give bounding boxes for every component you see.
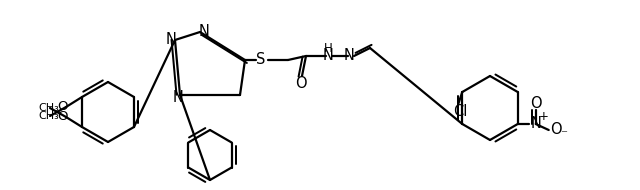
Text: N: N	[166, 32, 177, 48]
Text: N: N	[323, 48, 333, 63]
Text: H: H	[324, 41, 332, 55]
Text: N: N	[344, 48, 355, 63]
Text: O: O	[57, 101, 67, 113]
Text: N: N	[173, 89, 184, 105]
Text: S: S	[256, 52, 266, 67]
Text: CH₃: CH₃	[38, 111, 60, 121]
Text: O: O	[57, 111, 67, 124]
Text: O: O	[530, 96, 541, 111]
Text: N: N	[531, 116, 541, 131]
Text: N: N	[198, 25, 209, 40]
Text: O: O	[550, 123, 561, 138]
Text: Cl: Cl	[453, 104, 467, 119]
Text: ⁻: ⁻	[560, 128, 567, 142]
Text: CH₃: CH₃	[38, 103, 60, 113]
Text: +: +	[539, 111, 548, 124]
Text: O: O	[295, 75, 307, 90]
